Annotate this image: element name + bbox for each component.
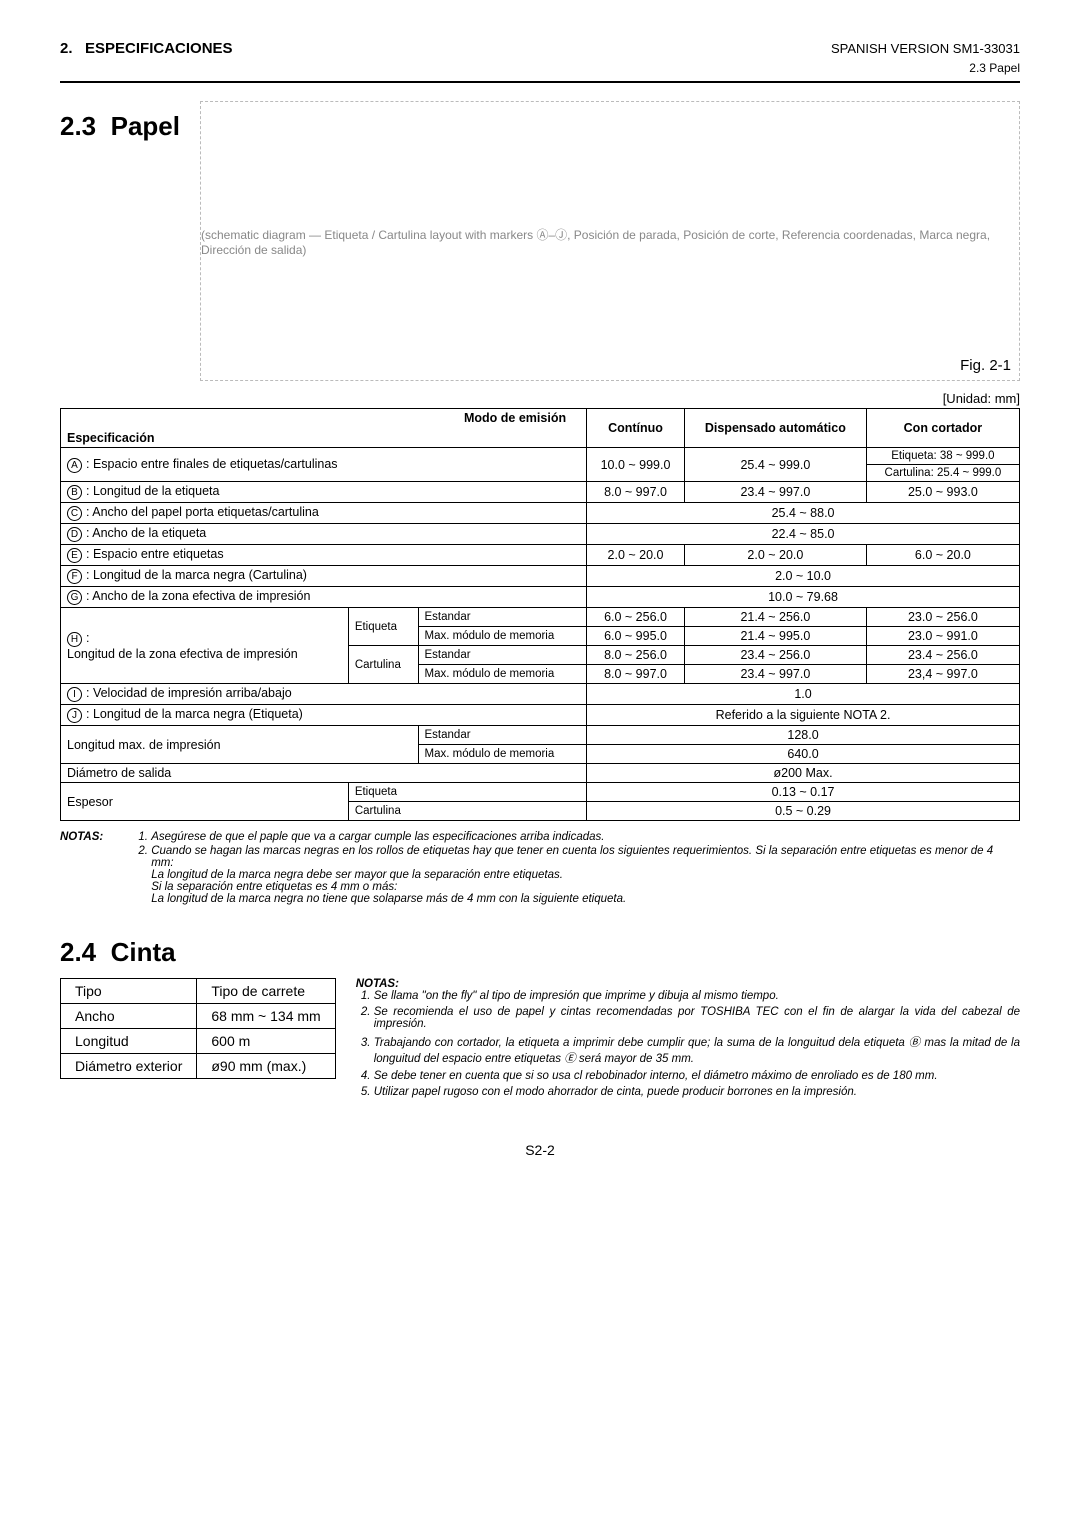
cinta-notes-item: Se recomienda el uso de papel y cintas r… <box>374 1006 1020 1030</box>
cinta-notes-item: Trabajando con cortador, la etiqueta a i… <box>374 1034 1020 1066</box>
row-G: G: Ancho de la zona efectiva de impresió… <box>61 587 1020 608</box>
section-2-4-title: 2.4 Cinta <box>60 937 1020 968</box>
bullet-I: I <box>67 687 82 702</box>
notes-1-list: Asegúrese de que el paple que va a carga… <box>133 831 1013 907</box>
cinta-notes-item: Se llama "on the fly" al tipo de impresi… <box>374 990 1020 1002</box>
cinta-notes-label: NOTAS: <box>356 978 399 990</box>
row-J: J: Longitud de la marca negra (Etiqueta)… <box>61 705 1020 726</box>
row-H1: H:Longitud de la zona efectiva de impres… <box>61 608 1020 627</box>
header-subsection: 2.3 Papel <box>60 61 1020 75</box>
notes-1-item: Cuando se hagan las marcas negras en los… <box>151 845 1013 905</box>
cinta-notes-list: Se llama "on the fly" al tipo de impresi… <box>356 990 1020 1098</box>
section-2-3-title: 2.3 Papel <box>60 111 180 142</box>
unit-label: [Unidad: mm] <box>60 391 1020 406</box>
notes-1-label: NOTAS: <box>60 831 130 843</box>
spec-table: Modo de emisión Especificación Contínuo … <box>60 408 1020 821</box>
section-number: 2. <box>60 40 73 57</box>
row-C: C: Ancho del papel porta etiquetas/cartu… <box>61 503 1020 524</box>
row-longmax-1: Longitud max. de impresión Estandar 128.… <box>61 726 1020 745</box>
page-header: 2. ESPECIFICACIONES SPANISH VERSION SM1-… <box>60 40 1020 57</box>
bullet-B: B <box>67 485 82 500</box>
row-A: A: Espacio entre finales de etiquetas/ca… <box>61 448 1020 465</box>
bullet-F: F <box>67 569 82 584</box>
cinta-notes-item: Utilizar papel rugoso con el modo ahorra… <box>374 1086 1020 1098</box>
papel-diagram: (schematic diagram — Etiqueta / Cartulin… <box>200 101 1020 381</box>
cinta-notes-item: Se debe tener en cuenta que si so usa cl… <box>374 1070 1020 1082</box>
diagram-placeholder-text: (schematic diagram — Etiqueta / Cartulin… <box>201 226 1019 257</box>
cinta-notes: NOTAS: Se llama "on the fly" al tipo de … <box>356 978 1020 1102</box>
th-spec: Especificación <box>67 431 566 445</box>
row-B: B: Longitud de la etiqueta 8.0 ~ 997.0 2… <box>61 482 1020 503</box>
bullet-H: H <box>67 632 82 647</box>
th-mode: Modo de emisión <box>67 411 566 425</box>
cinta-row: Longitud 600 m <box>61 1029 336 1054</box>
row-diam: Diámetro de salida ø200 Max. <box>61 764 1020 783</box>
th-continuo: Contínuo <box>587 409 685 448</box>
header-rule <box>60 81 1020 83</box>
row-E: E: Espacio entre etiquetas 2.0 ~ 20.0 2.… <box>61 545 1020 566</box>
row-I: I: Velocidad de impresión arriba/abajo 1… <box>61 684 1020 705</box>
bullet-A: A <box>67 458 82 473</box>
cinta-table: Tipo Tipo de carrete Ancho 68 mm ~ 134 m… <box>60 978 336 1079</box>
bullet-J: J <box>67 708 82 723</box>
th-dispensado: Dispensado automático <box>684 409 866 448</box>
cinta-row: Tipo Tipo de carrete <box>61 979 336 1004</box>
header-version: SPANISH VERSION SM1-33031 <box>831 41 1020 56</box>
page-number: S2-2 <box>60 1142 1020 1158</box>
header-left: 2. ESPECIFICACIONES <box>60 40 233 57</box>
cinta-content: Tipo Tipo de carrete Ancho 68 mm ~ 134 m… <box>60 978 1020 1102</box>
notes-1: NOTAS: Asegúrese de que el paple que va … <box>60 831 1020 907</box>
cinta-row: Diámetro exterior ø90 mm (max.) <box>61 1054 336 1079</box>
bullet-G: G <box>67 590 82 605</box>
bullet-D: D <box>67 527 82 542</box>
bullet-C: C <box>67 506 82 521</box>
row-D: D: Ancho de la etiqueta 22.4 ~ 85.0 <box>61 524 1020 545</box>
row-F: F: Longitud de la marca negra (Cartulina… <box>61 566 1020 587</box>
section-2-3: 2.3 Papel (schematic diagram — Etiqueta … <box>60 101 1020 381</box>
section-title: ESPECIFICACIONES <box>85 40 233 57</box>
cinta-row: Ancho 68 mm ~ 134 mm <box>61 1004 336 1029</box>
bullet-E: E <box>67 548 82 563</box>
figure-label: Fig. 2-1 <box>960 357 1011 374</box>
notes-1-item: Asegúrese de que el paple que va a carga… <box>151 831 1013 843</box>
row-esp-1: Espesor Etiqueta 0.13 ~ 0.17 <box>61 783 1020 802</box>
th-cortador: Con cortador <box>866 409 1019 448</box>
table-header-row: Modo de emisión Especificación Contínuo … <box>61 409 1020 448</box>
